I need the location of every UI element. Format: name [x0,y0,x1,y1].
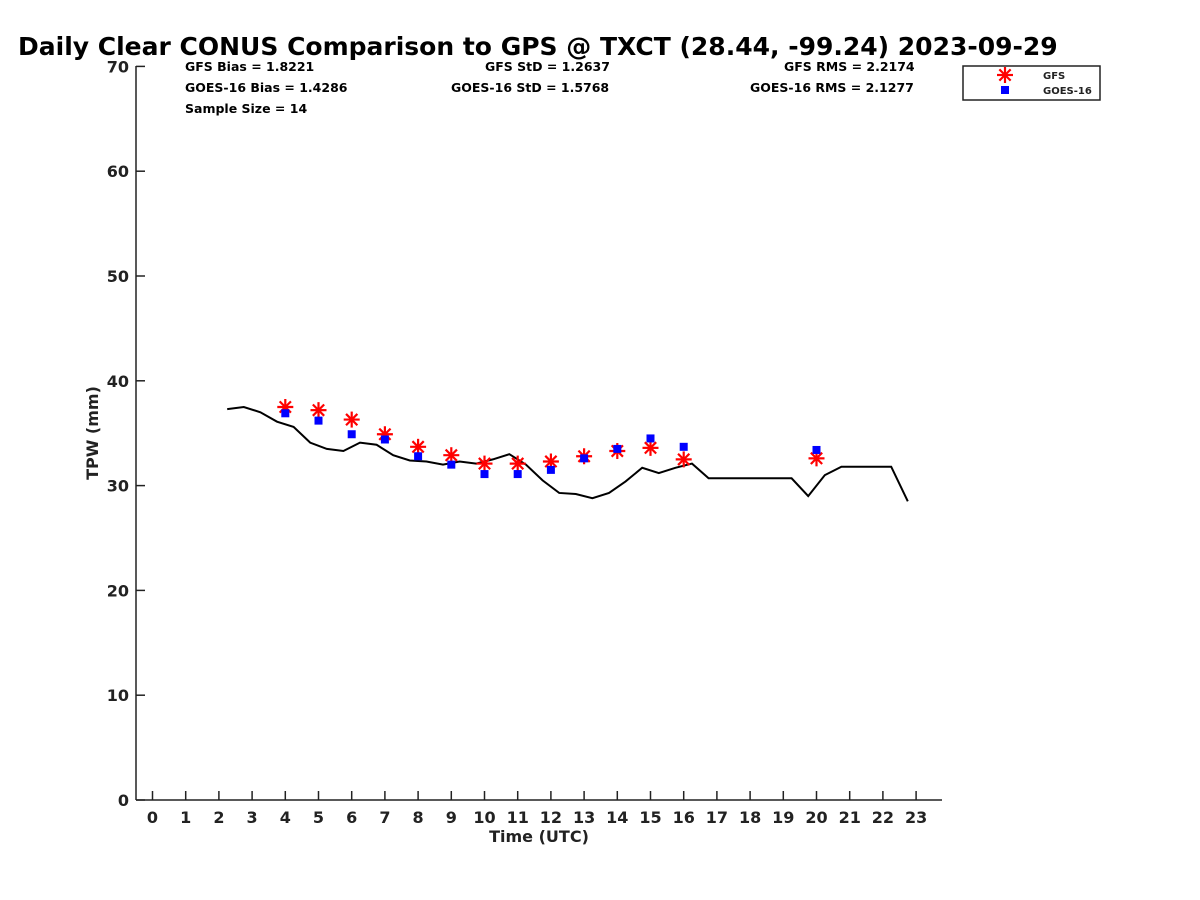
goes16-point [546,465,555,474]
goes16-point [513,470,522,479]
goes16-point [679,442,688,451]
x-tick-label: 1 [180,808,191,827]
x-tick-label: 23 [905,808,927,827]
gfs-point [476,455,493,472]
x-tick-label: 17 [706,808,728,827]
goes16-point [380,435,389,444]
y-tick-label: 20 [107,581,129,600]
legend-box [962,65,1101,101]
gfs-point [675,451,692,468]
goes16-point [812,445,821,454]
gfs-point [509,455,526,472]
x-tick-label: 3 [247,808,258,827]
y-tick-label: 10 [107,686,129,705]
sample-size-stat: Sample Size = 14 [185,101,307,116]
x-tick-label: 12 [540,808,562,827]
gfs-point [343,411,360,428]
x-tick-label: 13 [573,808,595,827]
goes16-point [447,460,456,469]
legend: GFS GOES-16 [962,65,1101,101]
x-tick-label: 7 [379,808,390,827]
x-tick-label: 11 [507,808,529,827]
x-axis-label: Time (UTC) [489,827,589,846]
goes16-point [480,470,489,479]
x-tick-label: 6 [346,808,357,827]
legend-gfs-asterisk [997,67,1013,83]
y-tick-label: 70 [107,57,129,76]
goes16-point [613,444,622,453]
goes16-point [314,416,323,425]
goes16-point [646,434,655,443]
chart-title: Daily Clear CONUS Comparison to GPS @ TX… [18,32,1058,61]
x-tick-label: 2 [213,808,224,827]
goes16-point [347,430,356,439]
y-tick-label: 30 [107,477,129,496]
x-tick-label: 15 [639,808,661,827]
x-tick-label: 22 [872,808,894,827]
gps-tpw-line [227,405,909,502]
legend-goes-label: GOES-16 [1043,86,1092,97]
y-axis-label: TPW (mm) [83,386,102,480]
gfs-bias-stat: GFS Bias = 1.8221 [185,59,314,74]
gfs-point [410,438,427,455]
gfs-point [310,402,327,419]
y-tick-label: 50 [107,267,129,286]
x-tick-label: 9 [446,808,457,827]
gfs-point [443,447,460,464]
legend-goes-marker [1001,86,1009,94]
y-tick-label: 60 [107,162,129,181]
goes-rms-stat: GOES-16 RMS = 2.1277 [750,80,914,95]
x-tick-label: 4 [280,808,291,827]
x-tick-label: 0 [147,808,158,827]
goes-bias-stat: GOES-16 Bias = 1.4286 [185,80,348,95]
y-tick-label: 0 [118,791,129,810]
axes [135,66,942,801]
goes16-point [281,409,290,418]
goes16-point [414,452,423,461]
x-tick-label: 20 [805,808,827,827]
x-tick-label: 18 [739,808,761,827]
goes16-point [580,454,589,463]
plot-area [227,399,909,502]
y-ticks: 0 10 20 30 40 50 60 70 [107,57,145,810]
goes-std-stat: GOES-16 StD = 1.5768 [451,80,609,95]
x-tick-label: 19 [772,808,794,827]
x-tick-label: 5 [313,808,324,827]
x-tick-label: 21 [839,808,861,827]
x-tick-label: 16 [673,808,695,827]
gfs-rms-stat: GFS RMS = 2.2174 [784,59,915,74]
gfs-std-stat: GFS StD = 1.2637 [485,59,610,74]
legend-gfs-label: GFS [1043,71,1065,82]
x-ticks: 0 1 2 3 4 5 6 7 8 9 10 11 12 13 14 15 16 17 18 19 20 21 22 23 [147,791,927,827]
x-tick-label: 14 [606,808,628,827]
x-tick-label: 10 [473,808,495,827]
y-tick-label: 40 [107,372,129,391]
gfs-point [642,439,659,456]
x-tick-label: 8 [413,808,424,827]
legend-gfs-marker [997,67,1013,83]
